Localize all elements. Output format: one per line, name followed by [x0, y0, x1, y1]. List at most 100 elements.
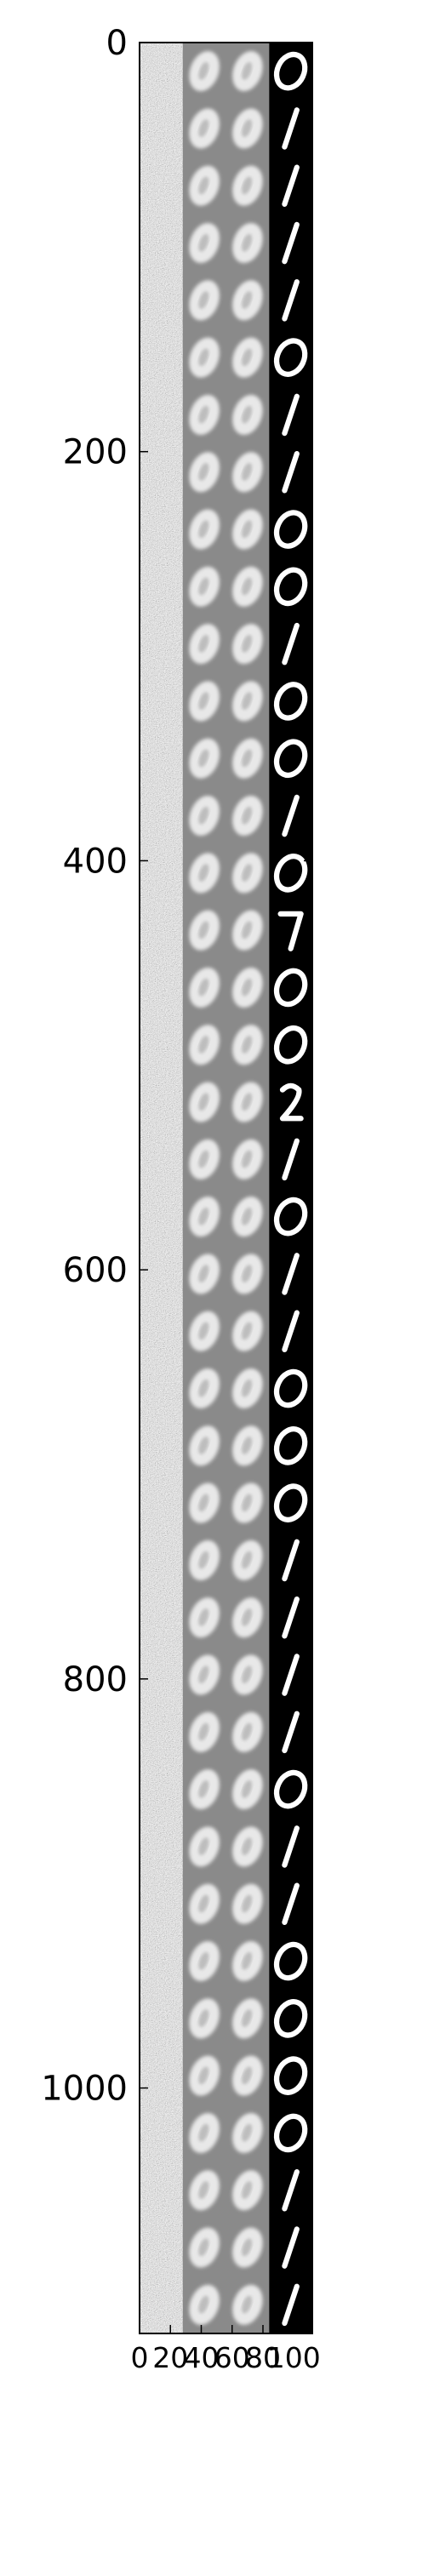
reconstruction-blob — [189, 1311, 220, 1351]
reconstruction-blob — [189, 280, 220, 321]
reconstruction-blob — [232, 738, 263, 779]
digit-stroke — [282, 1654, 300, 1696]
digit-stroke — [282, 1310, 300, 1353]
reconstruction-blob — [189, 910, 220, 951]
reconstruction-blob — [189, 337, 220, 378]
reconstruction-blob — [232, 910, 263, 951]
reconstruction-blob — [189, 853, 220, 894]
digit-stroke — [282, 1825, 300, 1868]
reconstruction-blob — [189, 2170, 220, 2211]
reconstruction-blob — [232, 2227, 263, 2268]
reconstruction-blob — [232, 223, 263, 264]
axes-frame — [139, 42, 313, 2334]
reconstruction-blob — [189, 1254, 220, 1294]
digit-stroke — [282, 2226, 300, 2269]
reconstruction-blob — [189, 1769, 220, 1810]
reconstruction-blob — [232, 967, 263, 1008]
digit-stroke — [282, 2168, 300, 2212]
reconstruction-blob — [232, 51, 263, 92]
digit-stroke — [282, 279, 300, 322]
digit-stroke — [273, 1941, 308, 1981]
reconstruction-blob — [232, 1711, 263, 1752]
digit-stroke — [279, 1082, 304, 1122]
digit-stroke — [273, 1769, 308, 1809]
digit-stroke — [277, 911, 304, 951]
digit-stroke — [282, 221, 300, 265]
digit-stroke — [282, 1711, 300, 1754]
reconstruction-blob — [232, 1254, 263, 1294]
reconstruction-blob — [232, 1941, 263, 1982]
reconstruction-blob — [189, 1197, 220, 1237]
digit-stroke — [273, 739, 308, 779]
reconstruction-blob — [189, 624, 220, 665]
x-tick-label: 60 — [214, 2341, 250, 2374]
digit-stroke — [273, 1368, 308, 1408]
reconstruction-blob — [189, 1941, 220, 1982]
reconstruction-blob — [189, 1425, 220, 1466]
reconstruction-blob — [189, 1482, 220, 1523]
digit-stroke — [282, 107, 300, 150]
digit-stroke — [273, 51, 308, 91]
reconstruction-blob — [232, 280, 263, 321]
reconstruction-blob — [189, 1826, 220, 1867]
digit-stroke — [273, 567, 308, 607]
reconstruction-blob — [232, 1998, 263, 2039]
reconstruction-blob — [189, 1139, 220, 1179]
reconstruction-blob — [189, 108, 220, 149]
digit-stroke — [282, 450, 300, 494]
digit-stroke — [282, 1539, 300, 1582]
digit-stroke — [282, 794, 300, 837]
reconstruction-blob — [232, 1539, 263, 1580]
reconstruction-blob — [189, 394, 220, 435]
x-tick-label: 20 — [152, 2341, 188, 2374]
y-tick-label: 800 — [63, 1660, 128, 1699]
reconstruction-blob — [232, 108, 263, 149]
reconstruction-blob — [232, 1025, 263, 1065]
reconstruction-blob — [189, 1082, 220, 1122]
digit-stroke — [282, 1138, 300, 1181]
y-tick-label: 0 — [106, 24, 128, 63]
y-tick-label: 600 — [63, 1251, 128, 1290]
digit-stroke — [273, 1483, 308, 1522]
reconstruction-blob — [232, 1425, 263, 1466]
reconstruction-blob — [189, 2055, 220, 2096]
digit-stroke — [282, 2283, 300, 2327]
reconstruction-blob — [189, 165, 220, 206]
reconstruction-blob — [189, 223, 220, 264]
reconstruction-blob — [232, 509, 263, 550]
plot-area — [139, 42, 313, 2334]
reconstruction-blob — [232, 394, 263, 435]
reconstruction-blob — [189, 1654, 220, 1695]
reconstruction-blob — [189, 796, 220, 837]
reconstruction-blob — [189, 1025, 220, 1065]
reconstruction-blob — [232, 165, 263, 206]
digit-column — [269, 43, 312, 2333]
y-tick-label: 1000 — [41, 2070, 128, 2109]
reconstruction-blob — [232, 1482, 263, 1523]
digit-stroke — [273, 2056, 308, 2095]
reconstruction-blob — [232, 2112, 263, 2153]
x-tick-label: 80 — [245, 2341, 281, 2374]
reconstruction-blob — [189, 1539, 220, 1580]
reconstruction-blob — [232, 681, 263, 722]
noise-column — [140, 43, 183, 2333]
reconstruction-blob — [232, 1197, 263, 1237]
reconstruction-blob — [232, 1769, 263, 1810]
reconstruction-blob — [189, 2227, 220, 2268]
digit-stroke — [273, 338, 308, 377]
reconstruction-blob — [189, 2284, 220, 2325]
reconstruction-blob — [232, 624, 263, 665]
digit-stroke — [282, 622, 300, 665]
reconstruction-blob — [232, 1597, 263, 1638]
digit-stroke — [273, 1197, 308, 1237]
reconstruction-blob — [189, 1597, 220, 1638]
reconstruction-blobs — [189, 51, 263, 2325]
reconstruction-blob — [232, 1654, 263, 1695]
reconstruction-blob — [232, 2170, 263, 2211]
x-tick-label: 40 — [184, 2341, 220, 2374]
reconstruction-blob — [189, 738, 220, 779]
reconstruction-blob — [232, 1826, 263, 1867]
x-tick-label: 0 — [131, 2341, 149, 2374]
digit-stroke — [282, 1253, 300, 1295]
